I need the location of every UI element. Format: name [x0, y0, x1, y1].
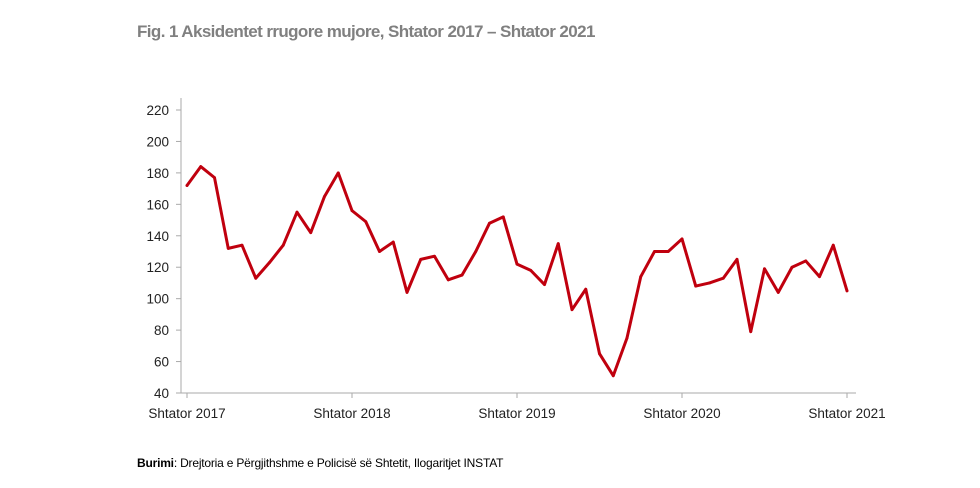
data-point — [419, 257, 423, 261]
data-point — [185, 184, 189, 187]
data-point — [776, 290, 780, 294]
data-point — [625, 336, 629, 340]
y-tick-label: 60 — [154, 355, 169, 370]
data-point — [831, 243, 835, 247]
y-axis: 40 60 80 100 120 140 160 180 200 220 — [146, 98, 182, 401]
y-tick-label: 140 — [146, 229, 169, 244]
data-point — [529, 268, 533, 272]
data-point — [295, 210, 299, 214]
data-point — [350, 209, 354, 213]
data-point — [309, 231, 313, 235]
data-point — [268, 261, 271, 264]
data-point — [378, 250, 381, 253]
data-point — [570, 308, 574, 312]
x-tick-label: Shtator 2021 — [808, 406, 885, 421]
data-point — [254, 276, 258, 280]
data-point — [543, 283, 546, 286]
series-group — [185, 165, 849, 378]
data-point — [460, 273, 464, 277]
data-point — [226, 246, 230, 250]
data-point — [653, 250, 656, 253]
data-point — [721, 276, 725, 280]
data-point — [818, 275, 821, 279]
chart-title: Fig. 1 Aksidentet rrugore mujore, Shtato… — [137, 22, 595, 41]
data-point — [666, 250, 670, 253]
y-tick-label: 120 — [146, 260, 169, 275]
data-point — [213, 176, 216, 180]
x-tick-label: Shtator 2018 — [313, 406, 390, 421]
data-point — [639, 275, 643, 279]
source-note: Burimi: Drejtoria e Përgjithshme e Polic… — [137, 456, 503, 470]
x-axis: Shtator 2017 Shtator 2018 Shtator 2019 Shta… — [148, 392, 886, 421]
y-tick-label: 200 — [146, 134, 169, 149]
y-tick-label: 80 — [154, 323, 169, 338]
x-tick-label: Shtator 2020 — [643, 406, 720, 421]
data-point — [364, 220, 368, 224]
source-text: : Drejtoria e Përgjithshme e Policisë së… — [173, 456, 504, 470]
data-point — [501, 215, 505, 219]
data-point — [680, 237, 684, 241]
data-point — [611, 374, 615, 378]
data-point — [405, 290, 409, 294]
data-point — [391, 240, 395, 244]
y-tick-label: 160 — [146, 197, 169, 212]
y-tick-label: 100 — [146, 292, 169, 307]
data-point — [240, 243, 244, 247]
data-point — [735, 257, 739, 261]
data-point — [474, 250, 478, 253]
data-point — [708, 281, 711, 285]
y-tick-label: 180 — [146, 166, 169, 181]
data-point — [804, 259, 808, 263]
data-point — [763, 267, 766, 271]
data-point — [515, 262, 519, 266]
data-point — [598, 352, 601, 356]
data-point — [694, 284, 698, 288]
data-point — [336, 171, 340, 175]
data-point — [790, 265, 794, 269]
x-tick-label: Shtator 2017 — [148, 406, 225, 421]
data-point — [199, 165, 203, 169]
data-point — [749, 330, 753, 334]
y-tick-label: 40 — [154, 386, 169, 401]
data-point — [845, 289, 849, 293]
x-tick-label: Shtator 2019 — [478, 406, 555, 421]
data-point — [584, 287, 588, 291]
data-point — [433, 254, 436, 258]
source-label: Burimi — [137, 456, 174, 470]
data-point — [556, 242, 560, 246]
y-tick-label: 220 — [146, 103, 169, 118]
data-point — [323, 195, 326, 198]
data-point — [446, 278, 450, 282]
series-line — [185, 165, 849, 378]
data-point — [488, 221, 491, 225]
data-point — [281, 243, 285, 247]
